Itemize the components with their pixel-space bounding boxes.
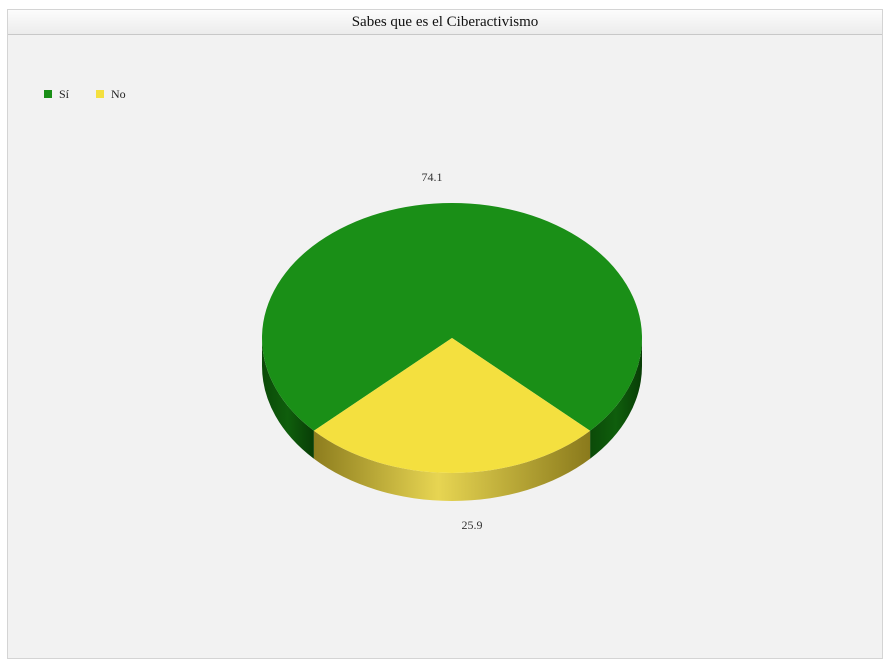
- legend-swatch-no: [96, 90, 105, 99]
- chart-title: Sabes que es el Ciberactivismo: [8, 10, 882, 35]
- slice-no: [313, 338, 591, 473]
- slice-side-si: [590, 338, 642, 459]
- pie-sides: [262, 338, 642, 501]
- slice-side-si: [262, 338, 314, 459]
- legend-label-no: No: [111, 87, 126, 101]
- slice-side-no: [313, 430, 591, 501]
- legend-label-si: Sí: [59, 87, 70, 101]
- legend-swatch-si: [44, 90, 52, 99]
- slice-label-si: 74.1: [422, 170, 443, 184]
- legend-item-si: Sí: [44, 87, 69, 102]
- slice-label-no: 25.9: [462, 518, 483, 532]
- pie-tops: [262, 202, 642, 473]
- legend-item-no: No: [96, 87, 126, 102]
- slice-si: [262, 202, 642, 431]
- legend: Sí No: [44, 87, 150, 102]
